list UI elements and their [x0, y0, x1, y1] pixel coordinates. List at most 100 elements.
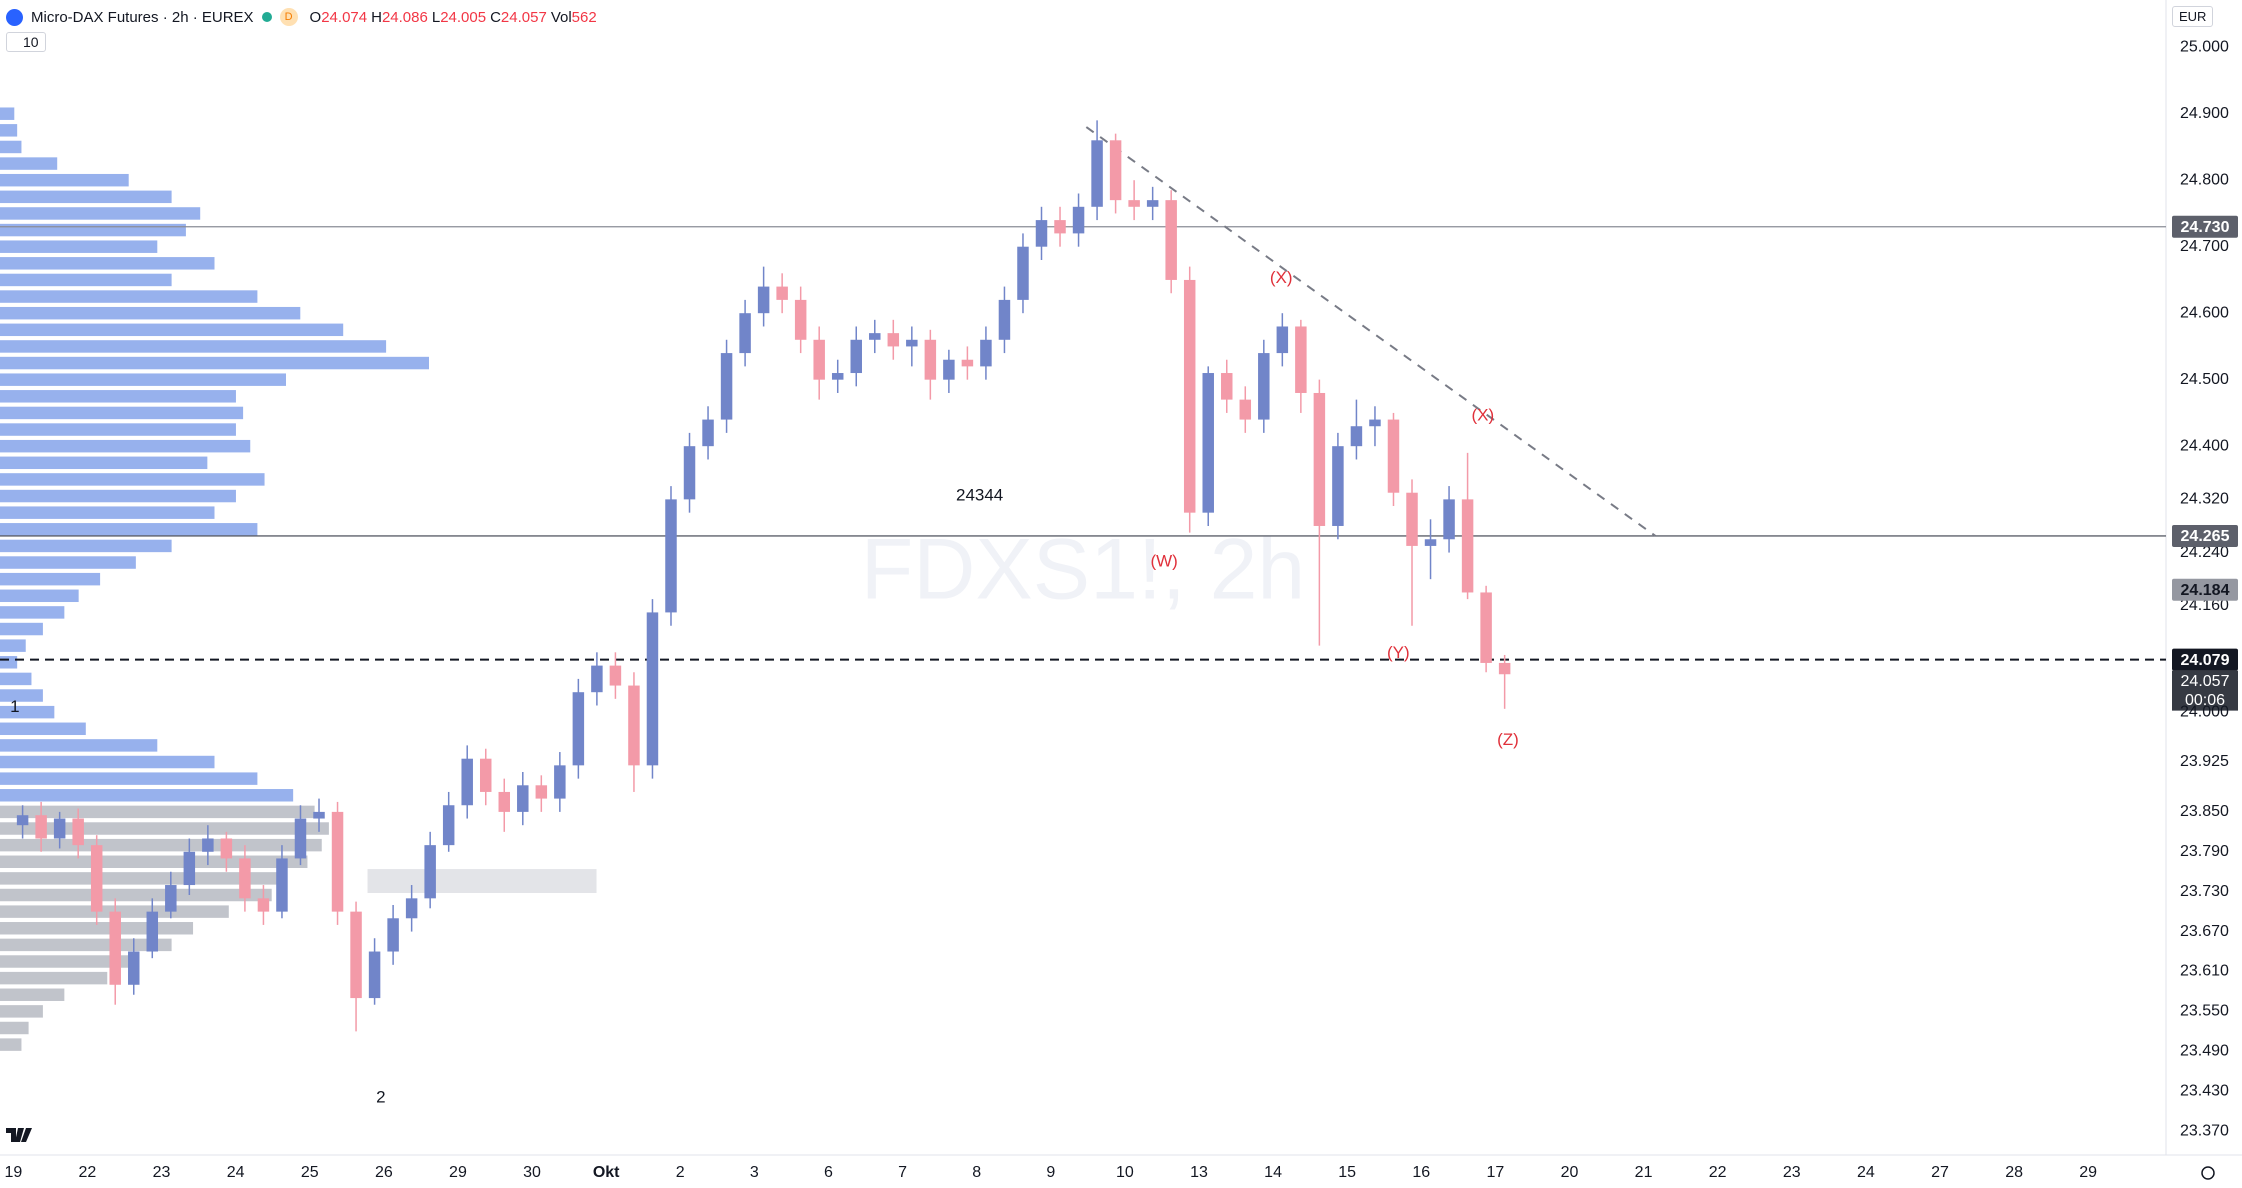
candle-body — [350, 911, 362, 999]
annotation: 24344 — [956, 486, 1003, 505]
profile-bar — [0, 922, 194, 935]
candle-body — [313, 811, 325, 819]
x-tick-label: 22 — [1709, 1164, 1727, 1181]
settings-icon[interactable] — [2201, 1166, 2215, 1180]
x-tick-label: 26 — [375, 1164, 393, 1181]
candle-body — [424, 845, 436, 899]
price-label-box — [2172, 648, 2238, 671]
candle-body — [1146, 200, 1159, 207]
annotation: (W) — [1150, 551, 1177, 570]
profile-bar — [0, 938, 172, 952]
profile-bar — [0, 439, 251, 453]
candle-body — [924, 339, 937, 380]
candle-body — [257, 898, 270, 912]
y-tick-label: 24.240 — [2180, 544, 2229, 561]
profile-bar — [0, 822, 329, 835]
candle-body — [869, 333, 881, 340]
profile-bar — [0, 406, 244, 420]
candle-body — [554, 765, 566, 799]
x-tick-label: 27 — [1931, 1164, 1949, 1181]
last-price: 24.057 — [2181, 673, 2230, 690]
candle-body — [646, 612, 659, 766]
ohlc-key: O — [309, 8, 322, 26]
profile-bar — [0, 722, 86, 736]
candle-body — [16, 815, 29, 826]
candle-body — [294, 818, 307, 859]
indicator-toggle[interactable]: 10 — [6, 32, 46, 52]
profile-bar — [0, 789, 294, 802]
profile-bar — [0, 373, 286, 386]
y-tick-label: 24.900 — [2180, 105, 2229, 122]
profile-bar — [0, 971, 108, 985]
candle-body — [794, 299, 807, 340]
profile-bar — [0, 323, 344, 337]
profile-bar — [0, 888, 272, 902]
ohlc-value: 24.074 — [321, 8, 368, 26]
profile-bar — [0, 489, 236, 503]
ohlc-value: 24.086 — [381, 8, 428, 26]
candle-body — [1406, 492, 1418, 546]
x-tick-label: 19 — [4, 1164, 22, 1181]
candle-body — [479, 758, 492, 792]
candle-body — [1128, 200, 1140, 207]
profile-bar — [0, 506, 215, 519]
candle-body — [1035, 220, 1048, 247]
profile-bar — [0, 207, 201, 220]
ohlc: O24.074 H24.086 L24.005 C24.057 Vol562 — [306, 9, 597, 26]
candle-body — [72, 818, 84, 846]
x-tick-label: 22 — [79, 1164, 97, 1181]
price-label: 24.730 — [2181, 219, 2230, 236]
candle-body — [1295, 326, 1307, 393]
candle-body — [387, 918, 399, 952]
profile-bar — [0, 739, 158, 752]
candle-body — [591, 665, 603, 693]
profile-bar — [0, 306, 301, 320]
y-tick-label: 24.400 — [2180, 437, 2229, 454]
candle-body — [850, 339, 862, 374]
y-tick-label: 23.790 — [2180, 843, 2229, 860]
profile-bar — [0, 157, 58, 170]
candle-body — [1017, 246, 1029, 300]
candle-body — [1313, 392, 1326, 526]
profile-bar — [0, 572, 101, 586]
x-tick-label: 29 — [2079, 1164, 2097, 1181]
price-label: 24.184 — [2181, 582, 2230, 599]
x-tick-label: 29 — [449, 1164, 467, 1181]
profile-bar — [0, 273, 172, 287]
y-tick-label: 23.850 — [2180, 803, 2229, 820]
candle-body — [53, 818, 66, 839]
y-tick-label: 23.670 — [2180, 923, 2229, 940]
candle-body — [831, 373, 844, 380]
candle-body — [146, 911, 159, 952]
watermark: FDXS1!, 2h — [861, 522, 1306, 618]
profile-bar — [0, 838, 322, 852]
candle-body — [1480, 592, 1492, 663]
candle-body — [1276, 326, 1289, 354]
candle-body — [405, 898, 418, 919]
y-tick-label: 24.800 — [2180, 171, 2229, 188]
profile-bar — [0, 423, 236, 436]
candle-body — [535, 785, 548, 799]
currency[interactable]: EUR — [2172, 6, 2214, 27]
x-tick-label: 23 — [1783, 1164, 1801, 1181]
profile-bar — [0, 639, 26, 652]
price-label: 24.079 — [2181, 652, 2230, 669]
profile-bar — [0, 107, 15, 120]
countdown: 00:06 — [2185, 692, 2225, 709]
trendline — [1085, 126, 1657, 537]
y-tick-label: 24.160 — [2180, 597, 2229, 614]
price-label-box — [2172, 578, 2238, 601]
candle-body — [461, 758, 473, 806]
symbol-icon — [6, 8, 23, 26]
annotation: (X) — [1270, 268, 1293, 287]
profile-bar — [0, 173, 129, 187]
candle-body — [1332, 446, 1344, 526]
y-tick-label: 24.500 — [2180, 371, 2229, 388]
candle-body — [665, 499, 677, 613]
ohlc-key: H — [371, 8, 382, 26]
candle-body — [1498, 662, 1511, 675]
candle-body — [498, 791, 511, 812]
candle-body — [220, 838, 233, 859]
